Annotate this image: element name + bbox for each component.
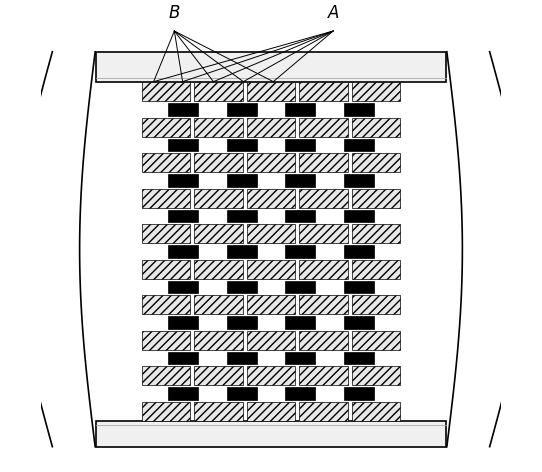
Bar: [344, 352, 374, 364]
Bar: [299, 82, 348, 101]
Bar: [168, 245, 198, 258]
Bar: [247, 402, 295, 421]
Bar: [168, 139, 198, 151]
Bar: [141, 402, 190, 421]
Bar: [168, 316, 198, 329]
Bar: [344, 245, 374, 258]
Bar: [141, 82, 190, 101]
Bar: [352, 153, 401, 172]
Bar: [285, 174, 315, 187]
Bar: [344, 387, 374, 400]
Bar: [247, 366, 295, 386]
Bar: [168, 174, 198, 187]
Bar: [299, 330, 348, 350]
Bar: [141, 260, 190, 279]
Bar: [141, 189, 190, 208]
Bar: [299, 260, 348, 279]
Bar: [285, 139, 315, 151]
Bar: [141, 295, 190, 314]
Bar: [194, 260, 243, 279]
Bar: [227, 245, 257, 258]
Bar: [247, 82, 295, 101]
Bar: [194, 366, 243, 386]
Bar: [352, 402, 401, 421]
Bar: [352, 189, 401, 208]
Bar: [247, 153, 295, 172]
Bar: [168, 103, 198, 116]
Bar: [352, 260, 401, 279]
Bar: [194, 82, 243, 101]
Bar: [344, 210, 374, 222]
Bar: [227, 352, 257, 364]
Bar: [299, 118, 348, 137]
Bar: [344, 281, 374, 293]
Bar: [344, 103, 374, 116]
Bar: [141, 224, 190, 244]
Polygon shape: [447, 52, 524, 447]
Bar: [247, 189, 295, 208]
Bar: [247, 260, 295, 279]
Bar: [352, 118, 401, 137]
Bar: [141, 118, 190, 137]
Bar: [168, 352, 198, 364]
Bar: [299, 402, 348, 421]
Bar: [299, 153, 348, 172]
Bar: [141, 330, 190, 350]
Bar: [344, 316, 374, 329]
Bar: [352, 224, 401, 244]
Bar: [227, 139, 257, 151]
Bar: [285, 103, 315, 116]
Bar: [141, 153, 190, 172]
Bar: [194, 118, 243, 137]
Bar: [227, 174, 257, 187]
Bar: [285, 281, 315, 293]
Bar: [344, 139, 374, 151]
Polygon shape: [18, 52, 95, 447]
Bar: [194, 224, 243, 244]
Bar: [344, 174, 374, 187]
Bar: [227, 103, 257, 116]
Bar: [352, 330, 401, 350]
Bar: [247, 118, 295, 137]
Bar: [194, 330, 243, 350]
Bar: [247, 224, 295, 244]
Bar: [285, 387, 315, 400]
Bar: [227, 316, 257, 329]
Bar: [285, 316, 315, 329]
Bar: [299, 366, 348, 386]
Bar: [227, 210, 257, 222]
Bar: [285, 210, 315, 222]
Bar: [352, 295, 401, 314]
Bar: [194, 189, 243, 208]
Bar: [285, 245, 315, 258]
Bar: [194, 295, 243, 314]
Bar: [96, 421, 446, 447]
Bar: [227, 387, 257, 400]
Bar: [96, 52, 446, 82]
Bar: [194, 402, 243, 421]
Bar: [299, 189, 348, 208]
Bar: [168, 281, 198, 293]
Bar: [352, 82, 401, 101]
Bar: [299, 224, 348, 244]
Bar: [194, 153, 243, 172]
Bar: [247, 330, 295, 350]
Bar: [141, 366, 190, 386]
Bar: [285, 352, 315, 364]
Bar: [168, 387, 198, 400]
Text: B: B: [169, 4, 180, 22]
Bar: [352, 366, 401, 386]
Text: A: A: [327, 4, 339, 22]
Bar: [299, 295, 348, 314]
Bar: [227, 281, 257, 293]
Bar: [168, 210, 198, 222]
Bar: [247, 295, 295, 314]
